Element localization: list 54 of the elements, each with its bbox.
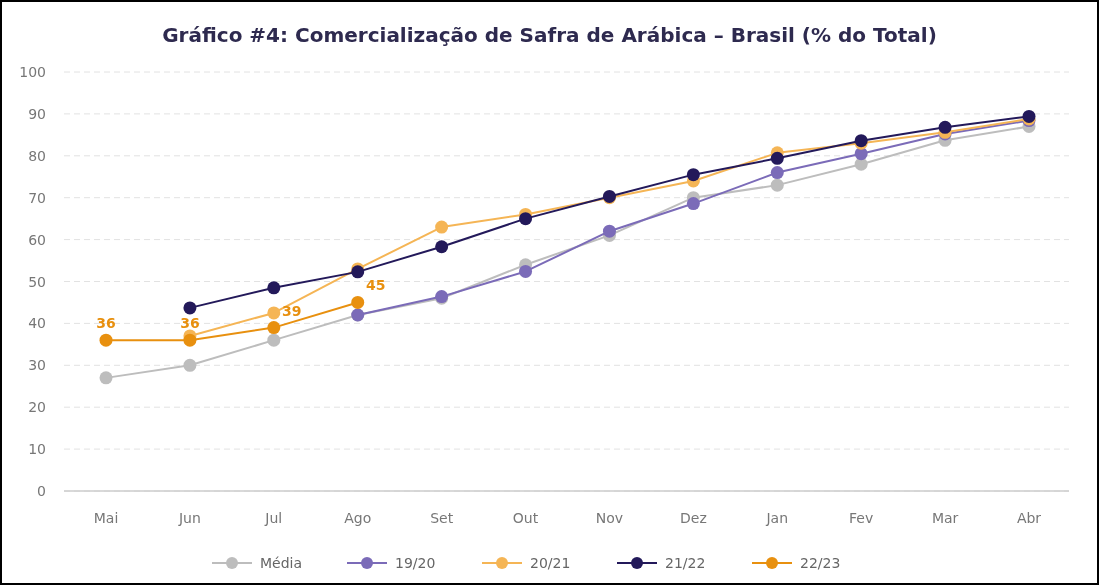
x-tick-label: Fev [849,510,874,526]
point [435,220,449,234]
data-label: 36 [180,315,200,332]
data-label: 36 [96,315,116,332]
point [99,371,113,385]
legend-label: 21/22 [665,555,706,571]
point [770,151,784,165]
y-tick-label: 40 [28,315,46,332]
legend-label: Média [260,555,303,571]
x-tick-label: Mar [931,510,959,526]
chart-title: Gráfico #4: Comercialização de Safra de Arábica – Brasil (% do Total) [162,23,937,47]
point [686,168,700,182]
point [519,264,533,278]
x-tick-label: Abr [1016,510,1042,526]
legend-label: 19/20 [395,555,436,571]
x-tick-label: Jan [765,510,789,526]
point [183,333,197,347]
x-tick-label: Set [430,510,454,526]
legend-label: 20/21 [530,555,571,571]
x-tick-label: Mai [93,510,119,526]
point [183,358,197,372]
x-tick-label: Dez [679,510,707,526]
point [351,295,365,309]
point [267,321,281,335]
y-tick-label: 70 [28,189,46,206]
y-tick-label: 100 [19,64,46,80]
point [267,333,281,347]
point [686,197,700,211]
point [770,178,784,192]
y-tick-label: 10 [28,441,46,458]
x-tick-label: Out [512,510,539,526]
data-label: 45 [365,277,386,294]
y-tick-label: 80 [28,147,46,164]
data-label: 39 [282,302,302,319]
x-tick-label: Ago [344,510,372,526]
y-tick-label: 50 [28,273,46,290]
point [267,306,281,320]
y-tick-label: 20 [28,399,46,416]
y-tick-label: 0 [37,483,46,499]
point [519,212,533,226]
point [770,166,784,180]
y-tick-label: 90 [28,105,46,122]
point [602,224,616,238]
x-tick-label: Jul [264,510,283,526]
x-tick-label: Nov [595,510,624,526]
point [99,333,113,347]
point [938,120,952,134]
point [183,301,197,315]
x-tick-label: Jun [177,510,201,526]
legend-label: 22/23 [800,555,841,571]
y-tick-label: 30 [28,357,46,374]
y-tick-label: 60 [28,231,46,248]
point [267,281,281,295]
point [435,240,449,254]
